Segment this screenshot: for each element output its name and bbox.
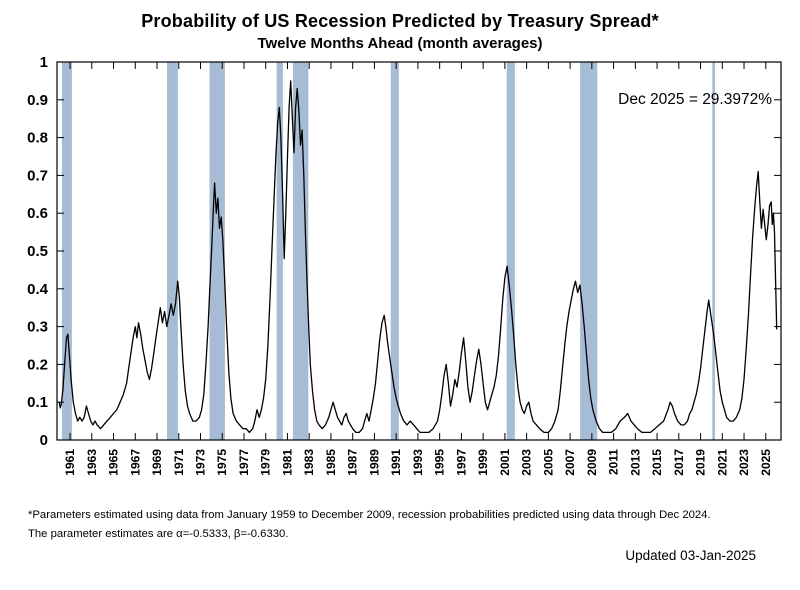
recession-band [276, 62, 283, 440]
y-tick-label: 0.5 [27, 243, 48, 260]
x-tick-label: 2009 [585, 449, 599, 476]
x-tick-label: 2011 [607, 449, 621, 475]
recession-band [580, 62, 598, 440]
recession-band [167, 62, 178, 440]
footnote: *Parameters estimated using data from Ja… [28, 506, 711, 543]
x-tick-label: 2003 [520, 449, 534, 476]
y-tick-label: 0.3 [27, 319, 48, 336]
x-tick-label: 2007 [563, 449, 577, 476]
updated-date: Updated 03-Jan-2025 [625, 548, 756, 563]
x-tick-label: 1981 [280, 449, 294, 476]
x-tick-label: 1985 [324, 449, 338, 476]
annotation-dec-2025: Dec 2025 = 29.3972% [618, 91, 772, 108]
x-tick-label: 2001 [498, 449, 512, 476]
x-tick-label: 1961 [63, 449, 77, 476]
y-tick-label: 0.1 [27, 394, 48, 411]
recession-band [209, 62, 225, 440]
x-tick-label: 1965 [107, 449, 121, 476]
y-tick-label: 0.8 [27, 130, 48, 147]
recession-band [292, 62, 309, 440]
footnote-line-2: The parameter estimates are α=-0.5333, β… [28, 527, 289, 540]
y-tick-label: 0.9 [27, 92, 48, 109]
chart-plot-area: 0 0.1 0.2 0.3 0.4 0.5 0.6 0.7 0.8 0.9 1 1961 1963 196… [27, 54, 782, 476]
x-tick-label: 1973 [193, 449, 207, 476]
y-tick-label: 0 [40, 432, 48, 449]
chart-subtitle: Twelve Months Ahead (month averages) [257, 35, 543, 52]
y-tick-label: 0.4 [27, 281, 49, 298]
y-tick-label: 0.6 [27, 205, 48, 222]
x-tick-label: 2025 [759, 449, 773, 476]
x-tick-label: 1979 [259, 449, 273, 476]
x-tick-label: 1991 [389, 449, 403, 476]
x-tick-label: 1997 [454, 449, 468, 476]
x-tick-label: 2013 [628, 449, 642, 476]
x-tick-label: 2019 [694, 449, 708, 476]
plot-frame [56, 61, 782, 441]
recession-band [61, 62, 72, 440]
x-tick-label: 1967 [128, 449, 142, 476]
x-tick-label: 1963 [85, 449, 99, 476]
x-tick-label: 2015 [650, 449, 664, 476]
y-tick-label: 0.7 [27, 167, 48, 184]
x-tick-label: 1993 [411, 449, 425, 476]
x-tick-label: 2021 [715, 449, 729, 476]
x-tick-label: 2023 [737, 449, 751, 476]
recession-band [390, 62, 399, 440]
x-tick-label: 1977 [237, 449, 251, 476]
x-tick-label: 1987 [346, 449, 360, 476]
x-tick-label: 1995 [433, 449, 447, 476]
probability-line [58, 80, 778, 434]
recession-band [712, 62, 716, 440]
x-tick-label: 1969 [150, 449, 164, 476]
y-tick-label: 0.2 [27, 356, 48, 373]
chart-title: Probability of US Recession Predicted by… [141, 11, 659, 31]
y-tick-label: 1 [40, 54, 48, 71]
x-tick-label: 1971 [172, 449, 186, 476]
x-tick-label: 1975 [215, 449, 229, 476]
x-tick-label: 1999 [476, 449, 490, 476]
x-tick-label: 1989 [367, 449, 381, 476]
x-tick-label: 2017 [672, 449, 686, 476]
x-tick-label: 1983 [302, 449, 316, 476]
footnote-line-1: *Parameters estimated using data from Ja… [28, 509, 711, 521]
recession-band [506, 62, 515, 440]
x-tick-label: 2005 [541, 449, 555, 476]
